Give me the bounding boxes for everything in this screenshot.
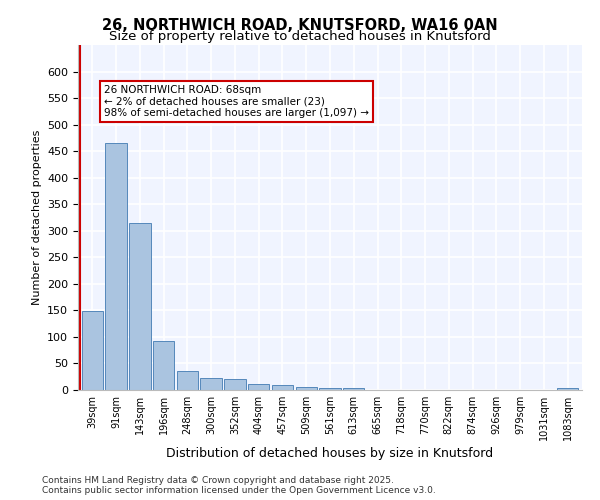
Bar — [272, 385, 293, 390]
Bar — [224, 380, 245, 390]
Bar — [153, 340, 174, 390]
Bar — [176, 371, 198, 390]
Bar — [557, 388, 578, 390]
Text: Contains HM Land Registry data © Crown copyright and database right 2025.
Contai: Contains HM Land Registry data © Crown c… — [42, 476, 436, 495]
Bar — [319, 388, 341, 390]
Bar — [106, 143, 127, 390]
Text: 26, NORTHWICH ROAD, KNUTSFORD, WA16 0AN: 26, NORTHWICH ROAD, KNUTSFORD, WA16 0AN — [102, 18, 498, 32]
Text: 26 NORTHWICH ROAD: 68sqm
← 2% of detached houses are smaller (23)
98% of semi-de: 26 NORTHWICH ROAD: 68sqm ← 2% of detache… — [104, 85, 369, 118]
Bar — [248, 384, 269, 390]
Bar — [343, 388, 364, 390]
Text: Size of property relative to detached houses in Knutsford: Size of property relative to detached ho… — [109, 30, 491, 43]
Bar — [129, 223, 151, 390]
Bar — [296, 388, 317, 390]
Y-axis label: Number of detached properties: Number of detached properties — [32, 130, 41, 305]
Bar — [82, 312, 103, 390]
Bar — [200, 378, 222, 390]
X-axis label: Distribution of detached houses by size in Knutsford: Distribution of detached houses by size … — [166, 447, 494, 460]
